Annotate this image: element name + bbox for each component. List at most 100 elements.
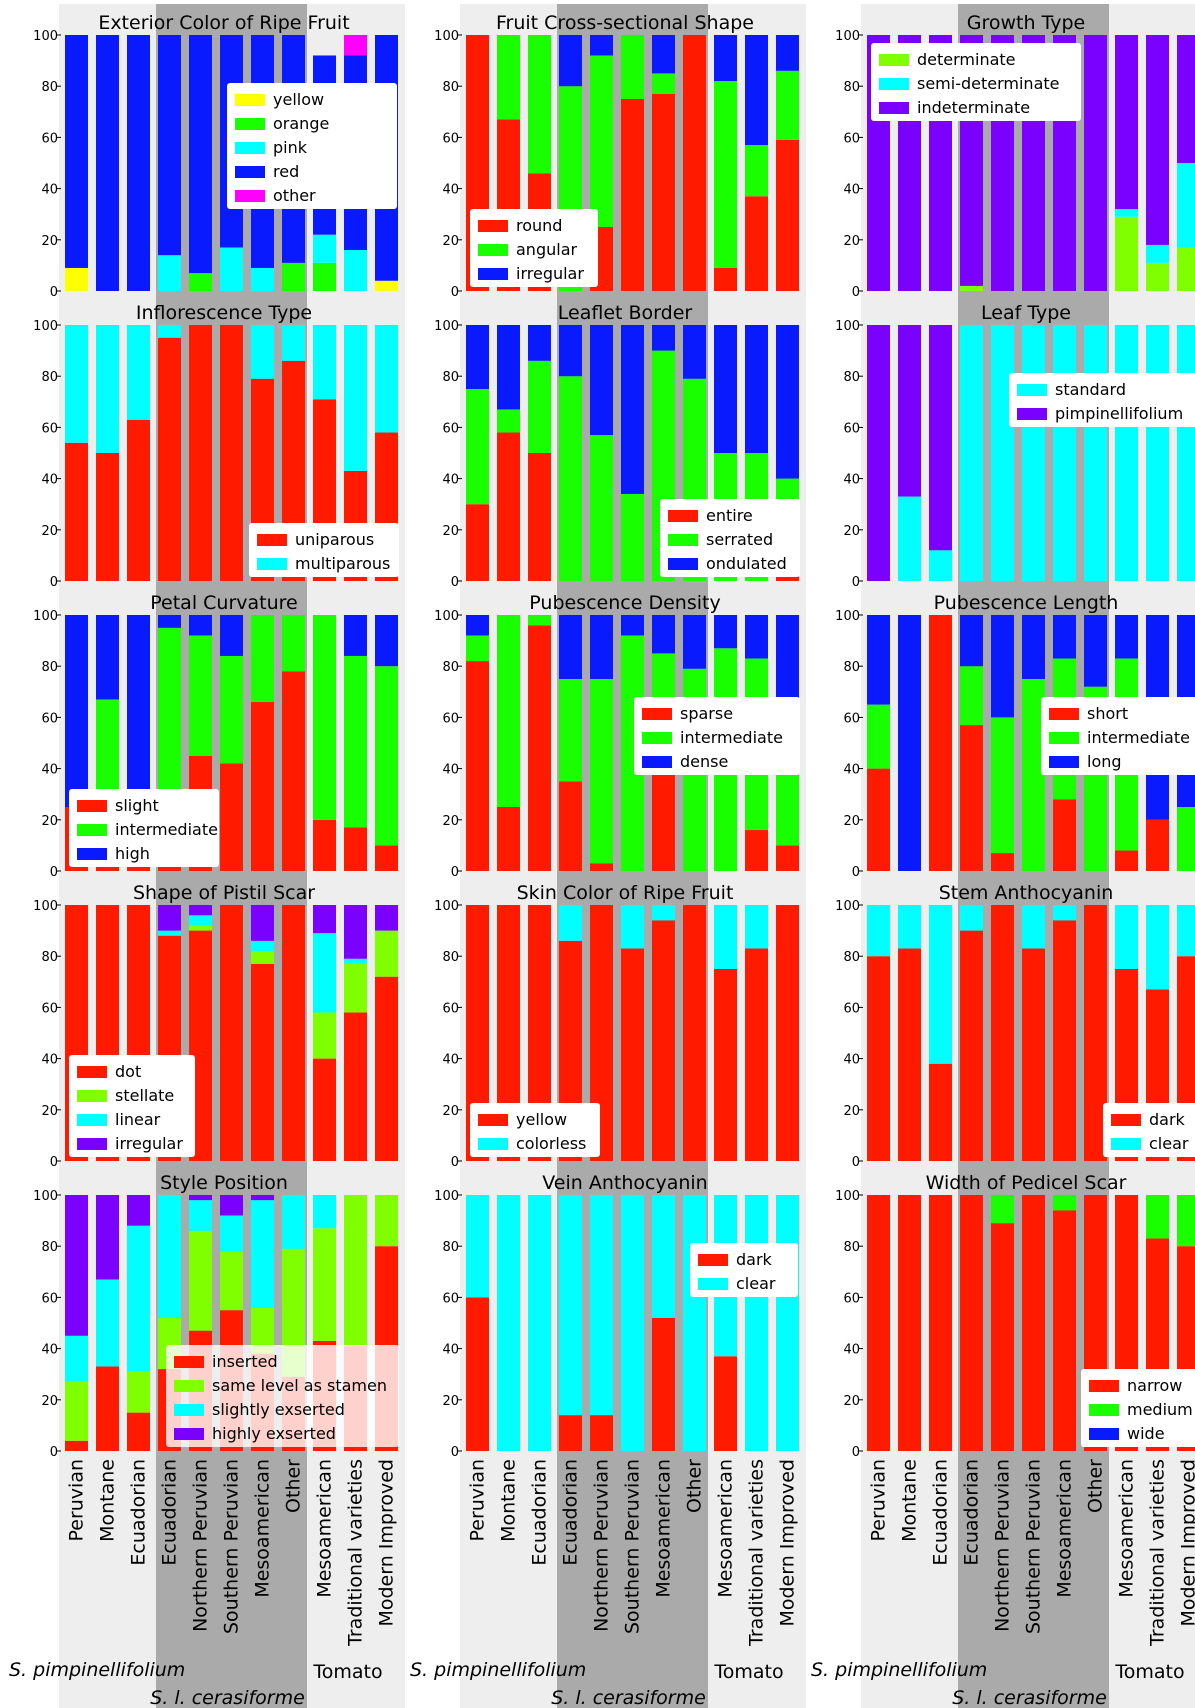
bar-segment xyxy=(1022,325,1045,581)
bar-segment xyxy=(621,99,644,291)
bar-segment xyxy=(898,1195,921,1451)
legend-label: orange xyxy=(273,114,329,133)
y-tick-label: 60 xyxy=(843,711,860,726)
legend-swatch xyxy=(879,54,909,66)
bar-segment xyxy=(189,635,212,756)
bar-segment xyxy=(898,948,921,1161)
bar-segment xyxy=(590,325,613,436)
chart-panel: Pubescence Length 0 20 40 60 80 100 short interm… xyxy=(835,592,1195,880)
x-tick-label: Traditional varieties xyxy=(746,1459,768,1647)
bar-segment xyxy=(344,655,367,828)
bar-segment xyxy=(1022,615,1045,679)
bar-segment xyxy=(158,325,181,338)
bar-segment xyxy=(466,325,489,389)
legend-label: inserted xyxy=(212,1352,278,1371)
y-tick-label: 20 xyxy=(442,1394,459,1409)
bar-segment xyxy=(251,702,274,871)
bar-segment xyxy=(251,1200,274,1308)
bar-segment xyxy=(344,250,367,291)
y-tick-label: 100 xyxy=(835,1189,860,1204)
bar-segment xyxy=(776,845,799,871)
y-tick-label: 20 xyxy=(41,814,58,829)
y-tick-label: 100 xyxy=(835,609,860,624)
bar-segment xyxy=(745,830,768,871)
bar-segment xyxy=(1053,1195,1076,1211)
legend-label: clear xyxy=(1149,1134,1189,1153)
chart-title: Skin Color of Ripe Fruit xyxy=(517,882,734,904)
bar-segment xyxy=(559,35,582,87)
bar-segment xyxy=(127,35,150,291)
y-tick-label: 80 xyxy=(843,950,860,965)
legend-swatch xyxy=(174,1380,204,1392)
bar-segment xyxy=(714,325,737,453)
y-tick-label: 0 xyxy=(852,865,860,880)
bar-segment xyxy=(776,615,799,718)
x-axis-labels-2: Peruvian Montane Ecuadorian Ecuadorian North… xyxy=(811,1459,1195,1708)
x-tick-label: Peruvian xyxy=(467,1459,489,1542)
bar-segment xyxy=(375,280,398,291)
legend: yellow colorless xyxy=(470,1103,600,1157)
bar-segment xyxy=(776,1195,799,1451)
legend-swatch xyxy=(1089,1380,1119,1392)
bar-segment xyxy=(251,1307,274,1354)
y-tick-label: 40 xyxy=(442,183,459,198)
bar-segment xyxy=(590,55,613,228)
bar-segment xyxy=(313,325,336,400)
bar-segment xyxy=(621,35,644,99)
bar-segment xyxy=(1053,920,1076,1161)
bar-segment xyxy=(251,1195,274,1201)
legend-swatch xyxy=(257,534,287,546)
y-tick-label: 80 xyxy=(843,1240,860,1255)
bar-segment xyxy=(559,615,582,679)
bar-segment xyxy=(497,615,520,807)
x-tick-label: Southern Peruvian xyxy=(1023,1459,1045,1634)
y-tick-label: 100 xyxy=(33,1189,58,1204)
bar-segment xyxy=(220,1215,243,1252)
bar-segment xyxy=(344,827,367,871)
chart-panel: Leaflet Border 0 20 40 60 80 100 entire serrated… xyxy=(434,302,800,590)
bar-segment xyxy=(1146,244,1169,263)
legend: round angular irregular xyxy=(470,209,598,287)
bar-segment xyxy=(158,255,181,291)
chart-title: Exterior Color of Ripe Fruit xyxy=(98,12,349,34)
y-tick-label: 40 xyxy=(442,1053,459,1068)
bar-segment xyxy=(745,325,768,453)
legend-swatch xyxy=(1049,756,1079,768)
bar-segment xyxy=(652,1317,675,1451)
bar-segment xyxy=(344,1195,367,1347)
bar-segment xyxy=(220,905,243,1161)
bar-segment xyxy=(220,1195,243,1216)
legend: dark clear xyxy=(690,1243,798,1297)
y-tick-label: 100 xyxy=(434,319,459,334)
x-tick-label: Other xyxy=(684,1459,706,1513)
bar-segment xyxy=(960,285,983,291)
bar-segment xyxy=(96,1366,119,1451)
bar-segment xyxy=(528,615,551,626)
bar-segment xyxy=(65,615,88,807)
y-tick-label: 20 xyxy=(41,524,58,539)
bar-segment xyxy=(683,615,706,669)
bar-segment xyxy=(497,325,520,410)
bar-segment xyxy=(344,1012,367,1161)
bar-segment xyxy=(528,1195,551,1451)
bar-segment xyxy=(960,930,983,1161)
bar-segment xyxy=(652,920,675,1161)
legend-swatch xyxy=(698,1254,728,1266)
x-tick-label: Ecuadorian xyxy=(961,1459,983,1566)
x-tick-label: Ecuadorian xyxy=(560,1459,582,1566)
x-tick-label: Ecuadorian xyxy=(159,1459,181,1566)
legend-swatch xyxy=(174,1356,204,1368)
bar-segment xyxy=(220,247,243,291)
bar-segment xyxy=(497,432,520,581)
bar-segment xyxy=(1022,679,1045,871)
y-tick-label: 100 xyxy=(434,29,459,44)
legend-label: highly exserted xyxy=(212,1424,336,1443)
x-tick-label: Northern Peruvian xyxy=(992,1459,1014,1632)
legend-swatch xyxy=(668,558,698,570)
y-tick-label: 80 xyxy=(442,1240,459,1255)
bar-segment xyxy=(189,1230,212,1331)
legend-swatch xyxy=(77,824,107,836)
bar-segment xyxy=(375,905,398,931)
bar-segment xyxy=(745,35,768,146)
chart-panel: Petal Curvature 0 20 40 60 80 100 slight interme… xyxy=(33,592,398,880)
